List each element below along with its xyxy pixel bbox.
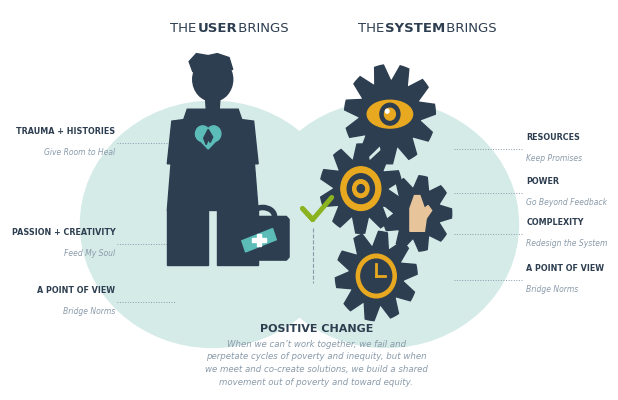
Text: Keep Promises: Keep Promises bbox=[526, 154, 582, 163]
Circle shape bbox=[206, 126, 221, 142]
Text: PASSION + CREATIVITY: PASSION + CREATIVITY bbox=[12, 228, 116, 237]
Ellipse shape bbox=[80, 101, 344, 348]
Circle shape bbox=[380, 103, 400, 125]
Text: Bridge Norms: Bridge Norms bbox=[63, 307, 116, 316]
Polygon shape bbox=[218, 210, 258, 265]
Polygon shape bbox=[384, 176, 452, 251]
Polygon shape bbox=[204, 129, 213, 145]
Text: POWER: POWER bbox=[526, 177, 559, 186]
Ellipse shape bbox=[367, 100, 413, 128]
Circle shape bbox=[386, 109, 389, 113]
Circle shape bbox=[353, 180, 369, 198]
Text: TRAUMA + HISTORIES: TRAUMA + HISTORIES bbox=[17, 127, 116, 136]
Text: Give Room to Heal: Give Room to Heal bbox=[44, 148, 116, 157]
Polygon shape bbox=[236, 216, 289, 260]
Polygon shape bbox=[410, 196, 432, 231]
Polygon shape bbox=[167, 109, 258, 210]
Text: Go Beyond Feedback: Go Beyond Feedback bbox=[526, 198, 607, 206]
Text: COMPLEXITY: COMPLEXITY bbox=[526, 218, 584, 227]
Polygon shape bbox=[167, 111, 197, 164]
Circle shape bbox=[357, 185, 365, 192]
Polygon shape bbox=[196, 136, 221, 149]
Circle shape bbox=[193, 58, 233, 101]
Ellipse shape bbox=[255, 101, 519, 348]
Circle shape bbox=[341, 167, 381, 210]
Polygon shape bbox=[189, 54, 233, 72]
Text: THE: THE bbox=[358, 22, 389, 35]
Text: When we can’t work together, we fail and
perpetate cycles of poverty and inequit: When we can’t work together, we fail and… bbox=[205, 340, 428, 387]
Circle shape bbox=[361, 259, 392, 293]
Polygon shape bbox=[167, 210, 208, 265]
Circle shape bbox=[195, 126, 210, 142]
Circle shape bbox=[347, 174, 375, 204]
Text: A POINT OF VIEW: A POINT OF VIEW bbox=[37, 286, 116, 295]
Polygon shape bbox=[252, 238, 266, 242]
Text: POSITIVE CHANGE: POSITIVE CHANGE bbox=[260, 324, 373, 334]
Circle shape bbox=[357, 254, 396, 298]
Text: THE: THE bbox=[170, 22, 200, 35]
Text: RESOURCES: RESOURCES bbox=[526, 133, 580, 142]
Text: Bridge Norms: Bridge Norms bbox=[526, 285, 578, 294]
Text: Feed My Soul: Feed My Soul bbox=[64, 249, 116, 258]
Polygon shape bbox=[345, 65, 435, 164]
Polygon shape bbox=[321, 144, 401, 233]
Polygon shape bbox=[205, 97, 220, 111]
Text: BRINGS: BRINGS bbox=[234, 22, 288, 35]
Polygon shape bbox=[229, 111, 258, 164]
Polygon shape bbox=[242, 228, 276, 252]
Polygon shape bbox=[257, 234, 261, 246]
Text: USER: USER bbox=[197, 22, 237, 35]
Text: SYSTEM: SYSTEM bbox=[386, 22, 446, 35]
Polygon shape bbox=[336, 231, 417, 321]
Circle shape bbox=[384, 108, 396, 120]
Text: BRINGS: BRINGS bbox=[442, 22, 496, 35]
Text: A POINT OF VIEW: A POINT OF VIEW bbox=[526, 264, 604, 273]
Text: Redesign the System: Redesign the System bbox=[526, 239, 607, 248]
